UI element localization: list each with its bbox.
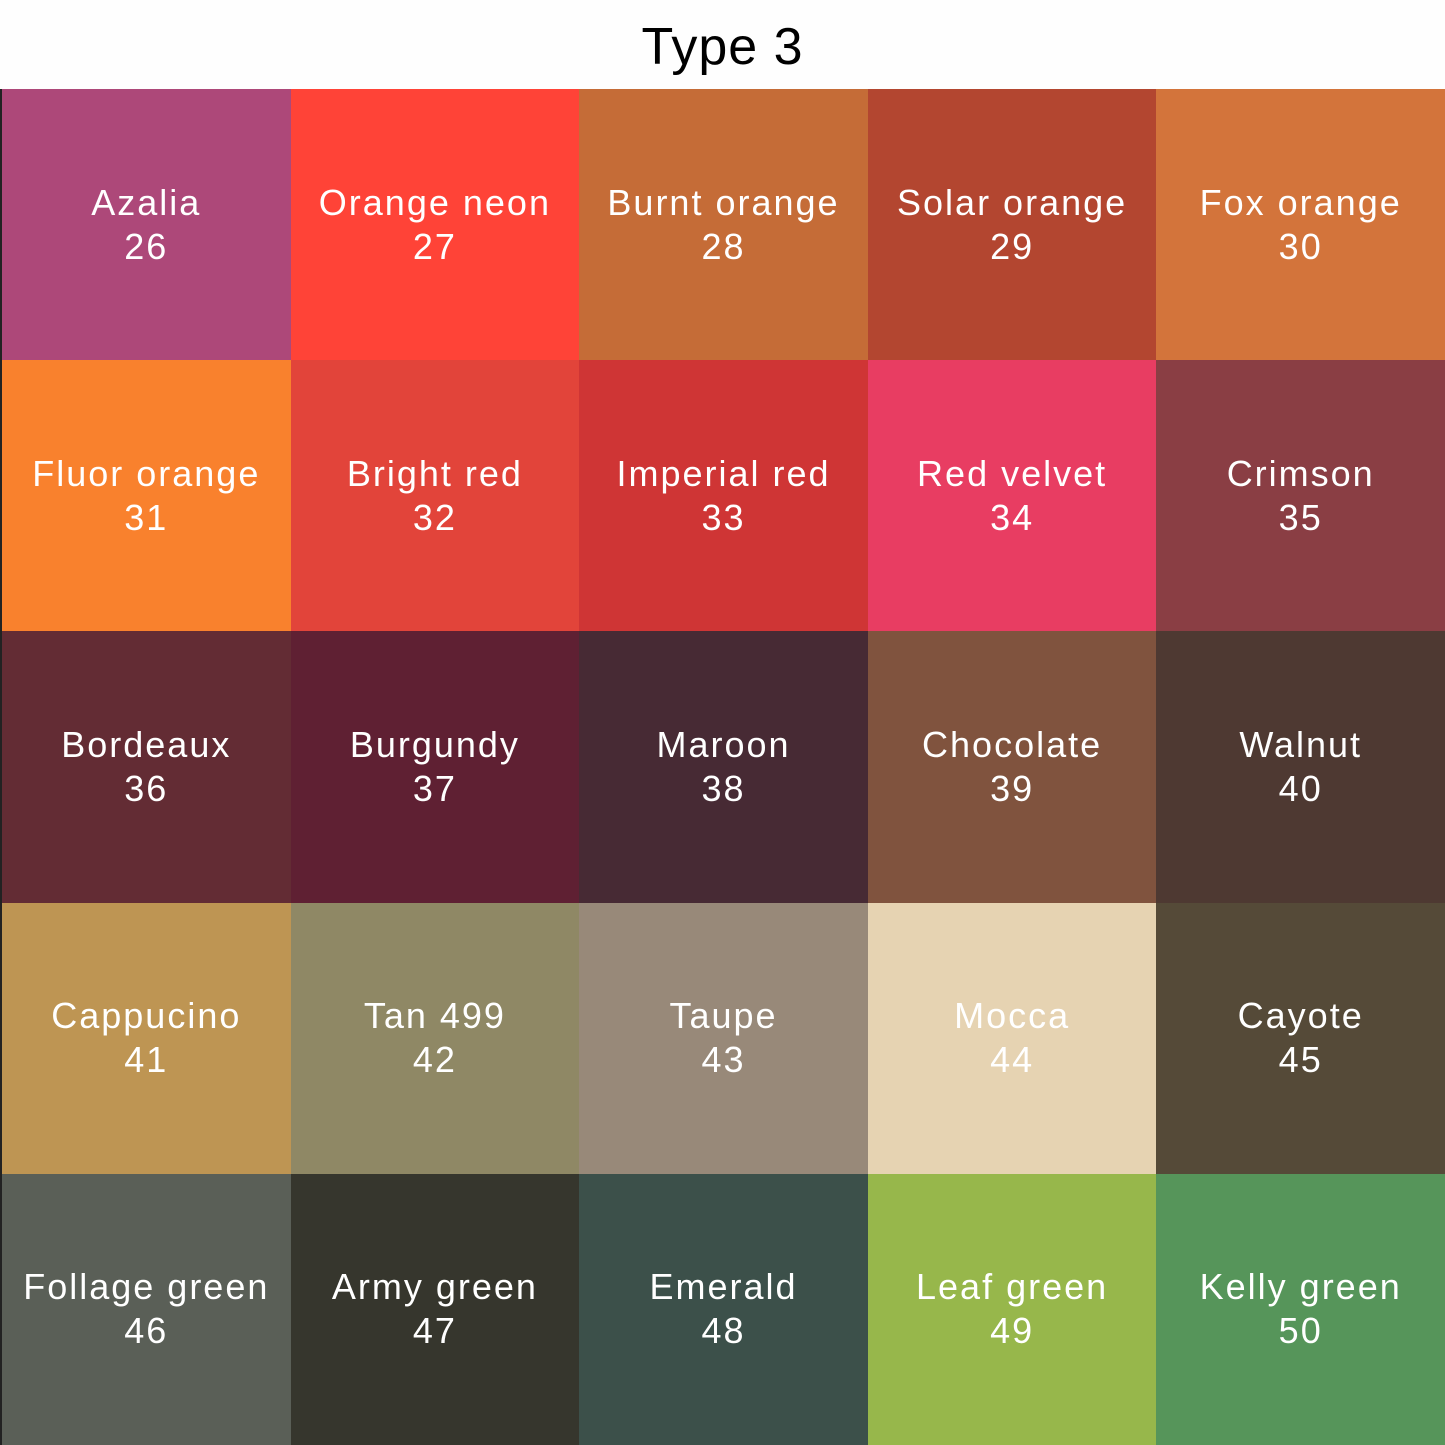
swatch-number: 44	[990, 1039, 1035, 1081]
swatch-number: 36	[124, 767, 169, 809]
swatch-number: 30	[1278, 225, 1323, 267]
swatch-number: 27	[412, 225, 457, 267]
swatch-name: Follage green	[23, 1266, 270, 1308]
color-swatch: Fox orange 30	[1156, 89, 1445, 361]
swatch-name: Bordeaux	[61, 723, 232, 765]
swatch-number: 26	[124, 225, 169, 267]
color-swatch: Cayote 45	[1156, 902, 1445, 1174]
page-title: Type 3	[641, 18, 804, 76]
swatch-number: 39	[990, 767, 1035, 809]
swatch-number: 49	[990, 1310, 1035, 1352]
color-swatch: Bordeaux 36	[2, 631, 291, 903]
color-swatch: Solar orange 29	[867, 89, 1157, 361]
swatch-name: Azalia	[91, 181, 202, 223]
swatch-name: Crimson	[1226, 452, 1375, 494]
swatch-number: 34	[990, 496, 1035, 538]
color-swatch: Bright red 32	[290, 360, 580, 632]
color-swatch: Imperial red 33	[579, 360, 868, 632]
swatch-name: Solar orange	[897, 181, 1128, 223]
swatch-number: 48	[701, 1310, 746, 1352]
swatch-number: 46	[124, 1310, 169, 1352]
swatch-number: 45	[1278, 1039, 1323, 1081]
color-swatch: Fluor orange 31	[2, 360, 291, 632]
swatch-number: 35	[1278, 496, 1323, 538]
color-swatch: Emerald 48	[579, 1173, 868, 1445]
swatch-name: Kelly green	[1199, 1266, 1402, 1308]
swatch-name: Bright red	[346, 452, 523, 494]
swatch-name: Emerald	[649, 1266, 798, 1308]
color-swatch: Burgundy 37	[290, 631, 580, 903]
swatch-name: Army green	[331, 1266, 538, 1308]
swatch-number: 33	[701, 496, 746, 538]
swatch-grid: Azalia 26 Orange neon 27 Burnt orange 28 Solar…	[0, 89, 1445, 1445]
swatch-number: 41	[124, 1039, 169, 1081]
swatch-name: Taupe	[669, 995, 778, 1037]
swatch-number: 40	[1278, 767, 1323, 809]
swatch-number: 32	[412, 496, 457, 538]
swatch-name: Mocca	[954, 995, 1071, 1037]
swatch-number: 47	[412, 1310, 457, 1352]
color-swatch: Leaf green 49	[867, 1173, 1157, 1445]
swatch-number: 38	[701, 767, 746, 809]
swatch-number: 43	[701, 1039, 746, 1081]
color-swatch: Red velvet 34	[867, 360, 1157, 632]
swatch-name: Burnt orange	[607, 181, 840, 223]
swatch-name: Fluor orange	[32, 452, 261, 494]
swatch-name: Chocolate	[922, 723, 1103, 765]
swatch-name: Cappucino	[51, 995, 242, 1037]
color-swatch: Cappucino 41	[2, 902, 291, 1174]
swatch-name: Imperial red	[616, 452, 831, 494]
color-swatch: Orange neon 27	[290, 89, 580, 361]
swatch-name: Leaf green	[916, 1266, 1109, 1308]
color-swatch: Burnt orange 28	[579, 89, 868, 361]
color-swatch: Maroon 38	[579, 631, 868, 903]
swatch-number: 28	[701, 225, 746, 267]
color-swatch: Taupe 43	[579, 902, 868, 1174]
swatch-name: Red velvet	[917, 452, 1108, 494]
color-swatch: Chocolate 39	[867, 631, 1157, 903]
swatch-number: 50	[1278, 1310, 1323, 1352]
swatch-name: Cayote	[1237, 995, 1364, 1037]
color-swatch: Kelly green 50	[1156, 1173, 1445, 1445]
swatch-name: Burgundy	[349, 723, 520, 765]
color-swatch: Follage green 46	[2, 1173, 291, 1445]
swatch-name: Walnut	[1239, 723, 1363, 765]
swatch-number: 29	[990, 225, 1035, 267]
color-swatch: Azalia 26	[2, 89, 291, 361]
color-swatch: Walnut 40	[1156, 631, 1445, 903]
swatch-name: Tan 499	[363, 995, 506, 1037]
color-swatch: Mocca 44	[867, 902, 1157, 1174]
swatch-number: 31	[124, 496, 169, 538]
swatch-name: Maroon	[656, 723, 791, 765]
color-swatch: Tan 499 42	[290, 902, 580, 1174]
swatch-number: 37	[412, 767, 457, 809]
swatch-name: Fox orange	[1199, 181, 1402, 223]
color-swatch: Crimson 35	[1156, 360, 1445, 632]
color-swatch: Army green 47	[290, 1173, 580, 1445]
swatch-name: Orange neon	[318, 181, 551, 223]
swatch-number: 42	[412, 1039, 457, 1081]
